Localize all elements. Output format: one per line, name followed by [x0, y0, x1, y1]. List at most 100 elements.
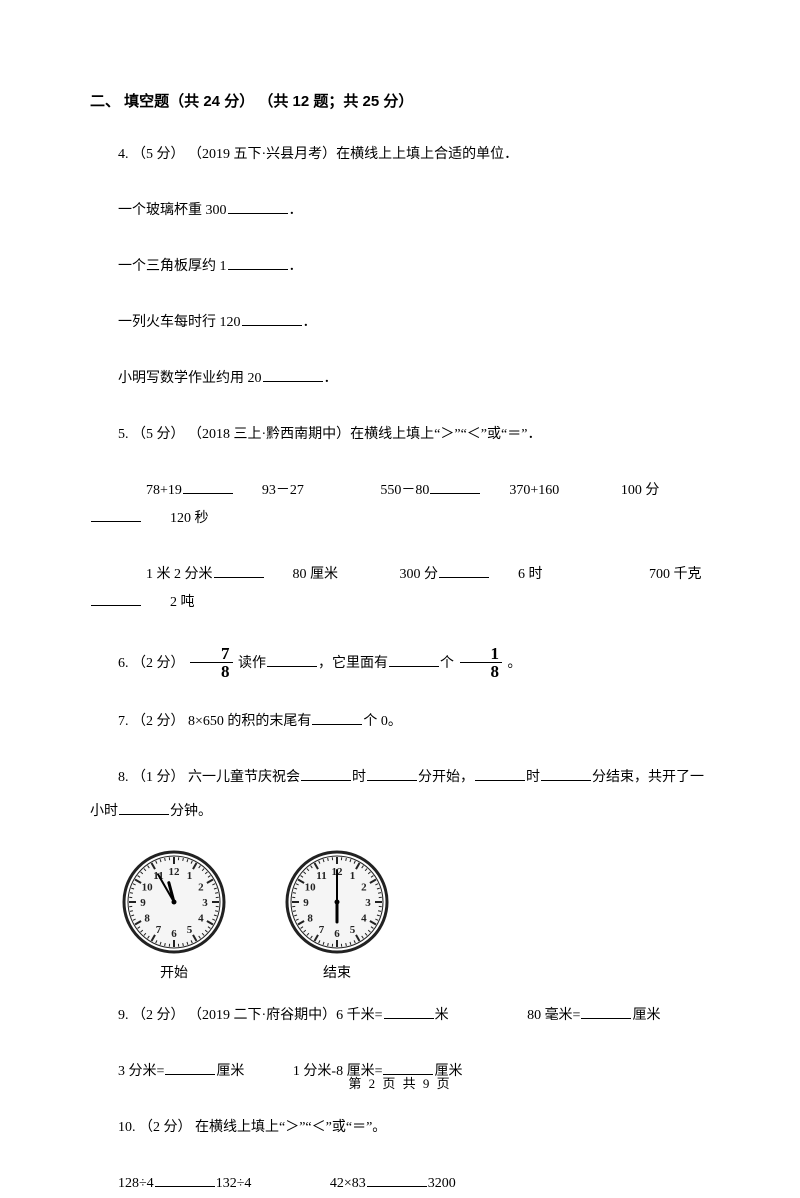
blank[interactable] — [367, 1172, 427, 1187]
frac-num: 7 — [190, 645, 233, 663]
q5-row1: 78+1993－27 550－80370+160 100 分120 秒 — [90, 477, 710, 533]
blank[interactable] — [367, 766, 417, 781]
svg-text:4: 4 — [361, 913, 367, 925]
period: ． — [289, 203, 303, 218]
blank[interactable] — [541, 766, 591, 781]
q10-stem: 10. （2 分） 在横线上填上“＞”“＜”或“＝”。 — [90, 1114, 710, 1142]
fraction-1-8: 18 — [460, 645, 503, 680]
q4-line-1-text: 一个玻璃杯重 300 — [118, 203, 227, 218]
q8-b: 时 — [352, 770, 366, 785]
clock-figures: 123456789101112 开始 123456789101112 结束 — [120, 848, 710, 982]
blank[interactable] — [91, 591, 141, 606]
blank[interactable] — [183, 479, 233, 494]
page-content: 二、 填空题（共 24 分） （共 12 题；共 25 分） 4. （5 分） … — [0, 0, 800, 1198]
q8-line1: 8. （1 分） 六一儿童节庆祝会时分开始，时分结束，共开了一 — [90, 764, 710, 792]
blank[interactable] — [228, 255, 288, 270]
svg-text:1: 1 — [187, 870, 193, 882]
svg-text:3: 3 — [365, 897, 371, 909]
blank[interactable] — [581, 1004, 631, 1019]
q4-line-2-text: 一个三角板厚约 1 — [118, 259, 227, 274]
clock-start-label: 开始 — [120, 962, 228, 982]
q6-mid3: 个 — [440, 656, 458, 671]
q8-l2-a: 小时 — [90, 804, 118, 819]
blank[interactable] — [475, 766, 525, 781]
q8-d: 时 — [526, 770, 540, 785]
q7-a: 7. （2 分） 8×650 的积的末尾有 — [118, 714, 311, 729]
svg-text:5: 5 — [350, 924, 356, 936]
svg-text:5: 5 — [187, 924, 193, 936]
clock-start: 123456789101112 开始 — [120, 848, 228, 982]
page-footer: 第 2 页 共 9 页 — [0, 1073, 800, 1092]
q7-b: 个 0。 — [363, 714, 402, 729]
blank[interactable] — [214, 563, 264, 578]
q6-prefix: 6. （2 分） — [118, 656, 188, 671]
period: ． — [289, 259, 303, 274]
clock-icon: 123456789101112 — [120, 848, 228, 956]
q6-tail: 。 — [504, 656, 522, 671]
q5-r1-b1: 550－80 — [352, 477, 429, 505]
q5-r1-c1: 100 分 — [593, 477, 660, 505]
q10-row: 128÷4132÷4 42×833200 — [90, 1170, 710, 1198]
fraction-7-8: 78 — [190, 645, 233, 680]
blank[interactable] — [312, 710, 362, 725]
q5-stem: 5. （5 分） （2018 三上·黔西南期中）在横线上填上“＞”“＜”或“＝”… — [90, 421, 710, 449]
q4-line-4-text: 小明写数学作业约用 20 — [118, 371, 262, 386]
svg-text:7: 7 — [156, 924, 162, 936]
blank[interactable] — [242, 311, 302, 326]
q5-row2: 1 米 2 分米 80 厘米 300 分 6 时 700 千克 2 吨 — [90, 561, 710, 617]
blank[interactable] — [228, 199, 288, 214]
svg-text:2: 2 — [198, 882, 204, 894]
q4-stem: 4. （5 分） （2019 五下·兴县月考）在横线上上填上合适的单位． — [90, 141, 710, 169]
svg-text:9: 9 — [140, 897, 146, 909]
blank[interactable] — [91, 507, 141, 522]
q9-stem: 9. （2 分） （2019 二下·府谷期中）6 千米= — [118, 1008, 383, 1023]
blank[interactable] — [384, 1004, 434, 1019]
svg-text:11: 11 — [316, 870, 326, 882]
q10-b1: 42×83 — [330, 1176, 366, 1191]
q5-r2-b1: 300 分 — [372, 561, 439, 589]
svg-text:8: 8 — [144, 913, 150, 925]
q8-c: 分开始， — [418, 770, 474, 785]
q5-r2-c2: 2 吨 — [142, 589, 195, 617]
svg-text:12: 12 — [169, 866, 181, 878]
svg-text:4: 4 — [198, 913, 204, 925]
q5-r1-a1: 78+19 — [118, 477, 182, 505]
frac-num: 1 — [460, 645, 503, 663]
q5-r1-a2: 93－27 — [234, 477, 304, 505]
q4-line-3: 一列火车每时行 120． — [90, 309, 710, 337]
q9-b2: 厘米 — [632, 1008, 660, 1023]
clock-end-label: 结束 — [283, 962, 391, 982]
blank[interactable] — [267, 651, 317, 666]
svg-text:1: 1 — [350, 870, 356, 882]
period: ． — [303, 315, 317, 330]
blank[interactable] — [263, 367, 323, 382]
svg-text:10: 10 — [142, 882, 154, 894]
q8-l2-b: 分钟。 — [170, 804, 212, 819]
blank[interactable] — [155, 1172, 215, 1187]
q5-r2-c1: 700 千克 — [621, 561, 702, 589]
q5-r2-b2: 6 时 — [490, 561, 543, 589]
blank[interactable] — [301, 766, 351, 781]
blank[interactable] — [430, 479, 480, 494]
q10-b2: 3200 — [428, 1176, 456, 1191]
q9-row1: 9. （2 分） （2019 二下·府谷期中）6 千米=米 80 毫米=厘米 — [90, 1002, 710, 1030]
q5-r1-b2: 370+160 — [481, 477, 559, 505]
q6-mid2: ，它里面有 — [318, 656, 388, 671]
blank[interactable] — [119, 800, 169, 815]
svg-text:9: 9 — [303, 897, 309, 909]
blank[interactable] — [439, 563, 489, 578]
frac-den: 8 — [460, 663, 503, 680]
q9-b1: 80 毫米= — [527, 1008, 580, 1023]
blank[interactable] — [389, 651, 439, 666]
frac-den: 8 — [190, 663, 233, 680]
q4-line-4: 小明写数学作业约用 20． — [90, 365, 710, 393]
q8-line2: 小时 分钟。 — [90, 798, 710, 826]
q4-line-2: 一个三角板厚约 1 ． — [90, 253, 710, 281]
svg-text:10: 10 — [305, 882, 317, 894]
q5-r2-a2: 80 厘米 — [265, 561, 339, 589]
q7: 7. （2 分） 8×650 的积的末尾有 个 0。 — [90, 708, 710, 736]
clock-end: 123456789101112 结束 — [283, 848, 391, 982]
svg-text:6: 6 — [171, 928, 177, 940]
q8-e: 分结束，共开了一 — [592, 770, 704, 785]
q5-r2-a1: 1 米 2 分米 — [118, 561, 213, 589]
